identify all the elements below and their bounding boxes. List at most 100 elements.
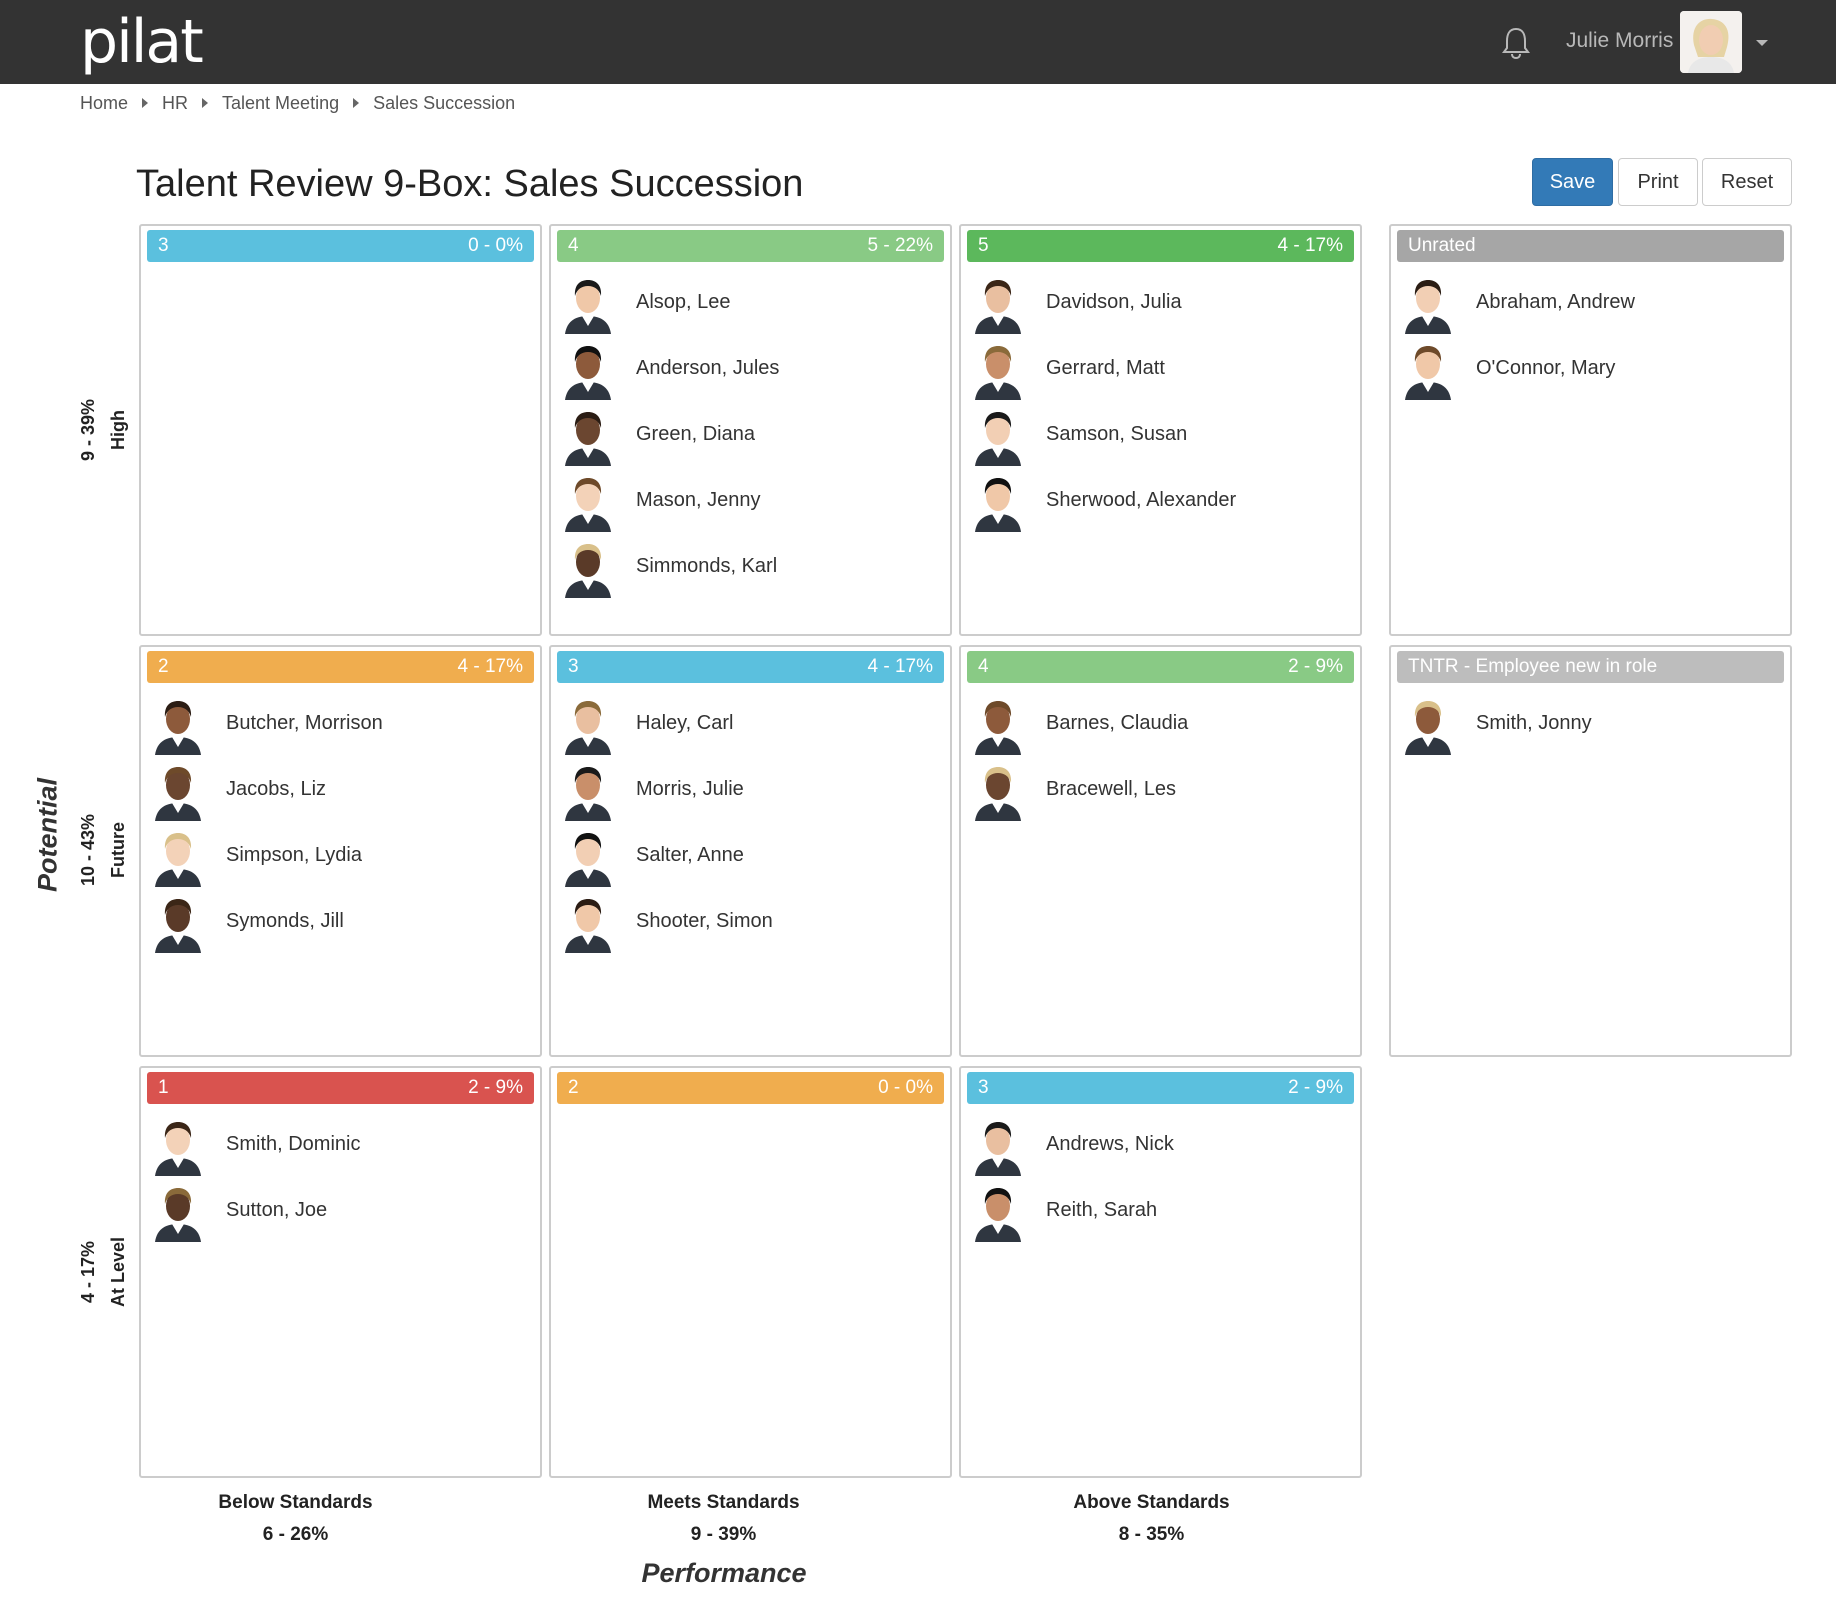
print-button[interactable]: Print: [1618, 158, 1698, 206]
employee-card[interactable]: Haley, Carl: [559, 693, 942, 759]
box-header[interactable]: 4 2 - 9%: [967, 651, 1354, 683]
box-number: 3: [978, 1077, 989, 1098]
breadcrumb-separator-icon: [142, 98, 149, 108]
employee-name: Simmonds, Karl: [636, 555, 778, 577]
chevron-down-icon[interactable]: [1756, 40, 1768, 46]
row-name: At Level: [108, 1236, 128, 1308]
box-header[interactable]: Unrated: [1397, 230, 1784, 262]
nine-box-cell[interactable]: 2 4 - 17% Butcher, Morrison Jacobs, Liz Sim…: [139, 645, 542, 1057]
box-number: 3: [568, 656, 579, 677]
employee-card[interactable]: Andrews, Nick: [969, 1114, 1352, 1180]
box-header[interactable]: 3 0 - 0%: [147, 230, 534, 262]
breadcrumb-separator-icon: [353, 98, 360, 108]
employee-card[interactable]: Butcher, Morrison: [149, 693, 532, 759]
employee-card[interactable]: Smith, Jonny: [1399, 693, 1782, 759]
employee-photo: [559, 538, 617, 598]
employee-name: Davidson, Julia: [1046, 291, 1182, 313]
breadcrumb-sales-succession[interactable]: Sales Succession: [373, 92, 516, 113]
employee-name: Bracewell, Les: [1046, 778, 1177, 800]
employee-card[interactable]: Barnes, Claudia: [969, 693, 1352, 759]
people-list: Abraham, Andrew O'Connor, Mary: [1399, 272, 1782, 404]
nine-box-cell[interactable]: 1 2 - 9% Smith, Dominic Sutton, Joe: [139, 1066, 542, 1478]
employee-card[interactable]: Green, Diana: [559, 404, 942, 470]
breadcrumb-separator-icon: [202, 98, 209, 108]
employee-card[interactable]: Smith, Dominic: [149, 1114, 532, 1180]
employee-card[interactable]: Symonds, Jill: [149, 891, 532, 957]
row-label-at-level: 4 - 17% At Level: [73, 1237, 133, 1307]
box-header[interactable]: 5 4 - 17%: [967, 230, 1354, 262]
employee-name: Salter, Anne: [636, 844, 744, 866]
employee-card[interactable]: Sutton, Joe: [149, 1180, 532, 1246]
save-button[interactable]: Save: [1532, 158, 1613, 206]
employee-name: O'Connor, Mary: [1476, 357, 1616, 379]
breadcrumb-hr[interactable]: HR: [162, 92, 189, 113]
employee-card[interactable]: Salter, Anne: [559, 825, 942, 891]
box-header[interactable]: 3 2 - 9%: [967, 1072, 1354, 1104]
employee-photo: [1399, 340, 1457, 400]
employee-photo: [559, 274, 617, 334]
employee-name: Smith, Jonny: [1476, 712, 1592, 734]
breadcrumb-home[interactable]: Home: [80, 92, 129, 113]
box-number: 2: [158, 656, 169, 677]
bell-icon[interactable]: [1500, 26, 1532, 60]
employee-card[interactable]: Shooter, Simon: [559, 891, 942, 957]
employee-card[interactable]: Anderson, Jules: [559, 338, 942, 404]
box-header[interactable]: TNTR - Employee new in role: [1397, 651, 1784, 683]
nine-box-cell[interactable]: 3 4 - 17% Haley, Carl Morris, Julie Salter,…: [549, 645, 952, 1057]
employee-card[interactable]: O'Connor, Mary: [1399, 338, 1782, 404]
employee-name: Barnes, Claudia: [1046, 712, 1189, 734]
nine-box-cell[interactable]: 4 2 - 9% Barnes, Claudia Bracewell, Les: [959, 645, 1362, 1057]
employee-photo: [969, 274, 1027, 334]
employee-card[interactable]: Mason, Jenny: [559, 470, 942, 536]
employee-card[interactable]: Alsop, Lee: [559, 272, 942, 338]
employee-photo: [1399, 695, 1457, 755]
employee-photo: [559, 827, 617, 887]
unrated-box[interactable]: Unrated Abraham, Andrew O'Connor, Mary: [1389, 224, 1792, 636]
top-navbar: pilat Julie Morris: [0, 0, 1836, 84]
box-header[interactable]: 3 4 - 17%: [557, 651, 944, 683]
employee-photo: [969, 340, 1027, 400]
box-count: 0 - 0%: [878, 1077, 933, 1098]
employee-card[interactable]: Simmonds, Karl: [559, 536, 942, 602]
box-header[interactable]: 2 4 - 17%: [147, 651, 534, 683]
employee-card[interactable]: Sherwood, Alexander: [969, 470, 1352, 536]
employee-name: Alsop, Lee: [636, 291, 731, 313]
nine-box-cell[interactable]: 2 0 - 0%: [549, 1066, 952, 1478]
employee-card[interactable]: Morris, Julie: [559, 759, 942, 825]
employee-photo: [969, 472, 1027, 532]
box-header[interactable]: 4 5 - 22%: [557, 230, 944, 262]
employee-card[interactable]: Bracewell, Les: [969, 759, 1352, 825]
employee-card[interactable]: Gerrard, Matt: [969, 338, 1352, 404]
reset-button[interactable]: Reset: [1702, 158, 1792, 206]
box-count: 4 - 17%: [867, 656, 933, 677]
employee-photo: [149, 893, 207, 953]
employee-card[interactable]: Simpson, Lydia: [149, 825, 532, 891]
box-count: 0 - 0%: [468, 235, 523, 256]
employee-card[interactable]: Reith, Sarah: [969, 1180, 1352, 1246]
user-name-menu[interactable]: Julie Morris: [1566, 29, 1674, 52]
box-header[interactable]: 2 0 - 0%: [557, 1072, 944, 1104]
people-list: Smith, Dominic Sutton, Joe: [149, 1114, 532, 1246]
employee-card[interactable]: Samson, Susan: [969, 404, 1352, 470]
row-count: 9 - 39%: [78, 398, 98, 462]
employee-photo: [969, 695, 1027, 755]
employee-name: Reith, Sarah: [1046, 1199, 1158, 1221]
nine-box-cell[interactable]: 5 4 - 17% Davidson, Julia Gerrard, Matt Sam…: [959, 224, 1362, 636]
employee-photo: [559, 893, 617, 953]
new-in-role-box[interactable]: TNTR - Employee new in role Smith, Jonny: [1389, 645, 1792, 1057]
nine-box-cell[interactable]: 4 5 - 22% Alsop, Lee Anderson, Jules Green,…: [549, 224, 952, 636]
box-header[interactable]: 1 2 - 9%: [147, 1072, 534, 1104]
nine-box-cell[interactable]: 3 0 - 0%: [139, 224, 542, 636]
nine-box-cell[interactable]: 3 2 - 9% Andrews, Nick Reith, Sarah: [959, 1066, 1362, 1478]
pilat-logo[interactable]: pilat: [80, 7, 204, 77]
user-avatar[interactable]: [1680, 11, 1742, 73]
people-list: Smith, Jonny: [1399, 693, 1782, 759]
employee-card[interactable]: Abraham, Andrew: [1399, 272, 1782, 338]
employee-name: Mason, Jenny: [636, 489, 761, 511]
employee-card[interactable]: Davidson, Julia: [969, 272, 1352, 338]
column-label-meets-standards: Meets Standards 9 - 39%: [522, 1490, 925, 1548]
employee-card[interactable]: Jacobs, Liz: [149, 759, 532, 825]
box-number: 5: [978, 235, 989, 256]
breadcrumb-talent-meeting[interactable]: Talent Meeting: [222, 92, 340, 113]
row-count: 10 - 43%: [78, 813, 98, 887]
